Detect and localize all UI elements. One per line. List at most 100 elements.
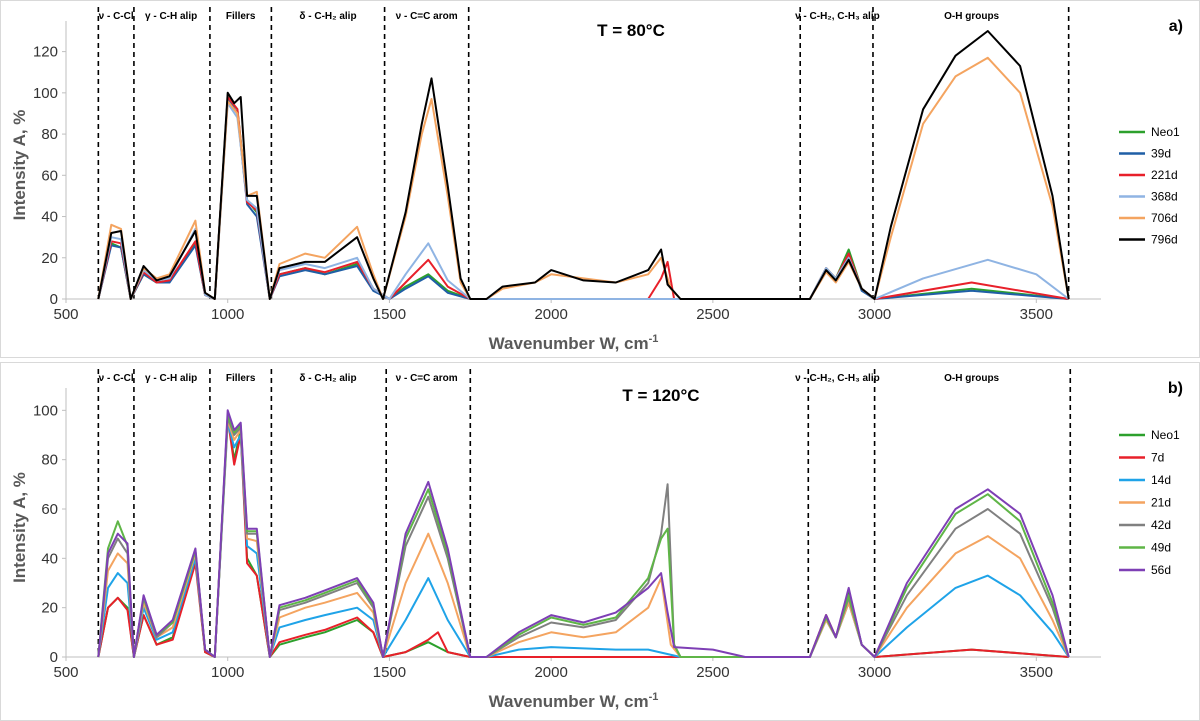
- x-tick: 1500: [373, 657, 406, 681]
- region-label: Fillers: [226, 11, 256, 22]
- y-tick-label: 100: [33, 85, 58, 102]
- x-tick-label: 2500: [696, 306, 729, 323]
- series-line-7d: [97, 416, 1069, 658]
- y-tick-label: 0: [50, 649, 58, 666]
- region-label: ν - C=C arom: [396, 11, 458, 22]
- chart-80c: ν - C-Cl γ - C-H alip Fillers δ - C-H₂ alip…: [10, 7, 1183, 353]
- y-tick-label: 120: [33, 44, 58, 61]
- series-line-39d: [97, 98, 1069, 300]
- legend-label: 21d: [1151, 496, 1171, 510]
- y-tick-label: 80: [41, 126, 58, 143]
- x-tick-label: 3000: [858, 664, 891, 681]
- legend-label: 49d: [1151, 541, 1171, 555]
- x-tick: 2500: [696, 657, 730, 681]
- y-tick-label: 100: [33, 402, 58, 419]
- panel-label: a): [1169, 18, 1183, 35]
- temperature-title: T = 120°C: [622, 386, 699, 405]
- x-tick: 3000: [858, 657, 891, 681]
- region-label: ν - C-H₂, C-H₃ alip: [795, 373, 880, 384]
- legend-item: Neo1: [1119, 428, 1180, 442]
- legend-label: 706d: [1151, 211, 1178, 225]
- y-tick: 20: [41, 250, 66, 267]
- legend-label: 39d: [1151, 147, 1171, 161]
- series-line-neo1: [97, 414, 1069, 658]
- y-tick: 80: [41, 126, 66, 143]
- y-tick: 120: [33, 44, 66, 61]
- x-tick-label: 2500: [696, 664, 729, 681]
- series-line-49d: [97, 414, 1070, 658]
- legend-label: 368d: [1151, 190, 1178, 204]
- x-axis-title: Wavenumber W, cm-1: [489, 691, 659, 711]
- x-tick-label: 3500: [1020, 306, 1053, 323]
- series-line-796d: [97, 30, 1070, 300]
- x-tick: 500: [53, 299, 79, 323]
- panel-label: b): [1168, 380, 1183, 397]
- x-tick-label: 1500: [373, 306, 406, 323]
- legend-item: 7d: [1119, 451, 1164, 465]
- x-axis-title-sup: -1: [649, 333, 659, 345]
- x-tick: 1500: [373, 299, 406, 323]
- x-tick: 3000: [858, 299, 891, 323]
- x-tick-label: 3500: [1020, 664, 1053, 681]
- y-tick: 40: [41, 209, 66, 226]
- y-tick-label: 60: [41, 501, 58, 518]
- panel-b: ν - C-Cl γ - C-H alip Fillers δ - C-H₂ alip…: [0, 362, 1200, 721]
- legend-item: 14d: [1119, 473, 1171, 487]
- legend-item: 42d: [1119, 518, 1171, 532]
- region-label: O-H groups: [944, 373, 999, 384]
- legend-item: 39d: [1119, 147, 1171, 161]
- y-tick-label: 20: [41, 600, 58, 617]
- region-label: O-H groups: [944, 11, 999, 22]
- legend-label: 56d: [1151, 563, 1171, 577]
- region-label: γ - C-H alip: [145, 373, 197, 384]
- region-label: γ - C-H alip: [145, 11, 197, 22]
- y-tick-label: 40: [41, 550, 58, 567]
- region-label: Fillers: [226, 373, 256, 384]
- y-tick: 20: [41, 600, 66, 617]
- legend-label: 42d: [1151, 518, 1171, 532]
- y-tick: 60: [41, 167, 66, 184]
- x-axis-title-sup: -1: [649, 691, 659, 703]
- x-axis-title-text: Wavenumber W, cm: [489, 334, 649, 353]
- y-tick: 100: [33, 85, 66, 102]
- y-tick-label: 60: [41, 167, 58, 184]
- region-label: δ - C-H₂ alip: [299, 11, 356, 22]
- y-tick: 100: [33, 402, 66, 419]
- x-tick: 3500: [1020, 299, 1053, 323]
- y-tick: 60: [41, 501, 66, 518]
- x-tick-label: 1000: [211, 664, 244, 681]
- region-label: δ - C-H₂ alip: [299, 373, 356, 384]
- x-tick: 1000: [211, 299, 244, 323]
- y-tick-label: 40: [41, 209, 58, 226]
- legend-label: 221d: [1151, 168, 1178, 182]
- y-tick-label: 80: [41, 452, 58, 469]
- x-tick-label: 2000: [534, 664, 567, 681]
- x-tick: 2500: [696, 299, 730, 323]
- legend-label: 14d: [1151, 473, 1171, 487]
- chart-120c: ν - C-Cl γ - C-H alip Fillers δ - C-H₂ alip…: [10, 369, 1183, 711]
- legend-item: 796d: [1119, 233, 1178, 247]
- series-line-42d: [97, 416, 1070, 658]
- x-tick: 1000: [211, 657, 244, 681]
- y-tick: 80: [41, 452, 66, 469]
- x-tick: 2000: [534, 657, 568, 681]
- y-tick: 40: [41, 550, 66, 567]
- y-tick: 0: [50, 649, 66, 666]
- temperature-title: T = 80°C: [597, 21, 665, 40]
- region-label: ν - C=C arom: [396, 373, 458, 384]
- x-tick: 500: [53, 657, 79, 681]
- x-axis-title: Wavenumber W, cm-1: [489, 333, 659, 353]
- legend-item: 21d: [1119, 496, 1171, 510]
- region-label: ν - C-Cl: [99, 11, 134, 22]
- x-tick-label: 1500: [373, 664, 406, 681]
- series-line-56d: [97, 409, 1070, 658]
- legend-label: 796d: [1151, 233, 1178, 247]
- legend-label: 7d: [1151, 451, 1164, 465]
- x-tick: 3500: [1020, 657, 1053, 681]
- legend-item: 49d: [1119, 541, 1171, 555]
- y-tick-label: 0: [50, 291, 58, 308]
- x-tick-label: 2000: [534, 306, 567, 323]
- y-axis-title: Intensity A, %: [10, 472, 29, 583]
- y-axis-title: Intensity A, %: [10, 110, 29, 221]
- legend-label: Neo1: [1151, 428, 1180, 442]
